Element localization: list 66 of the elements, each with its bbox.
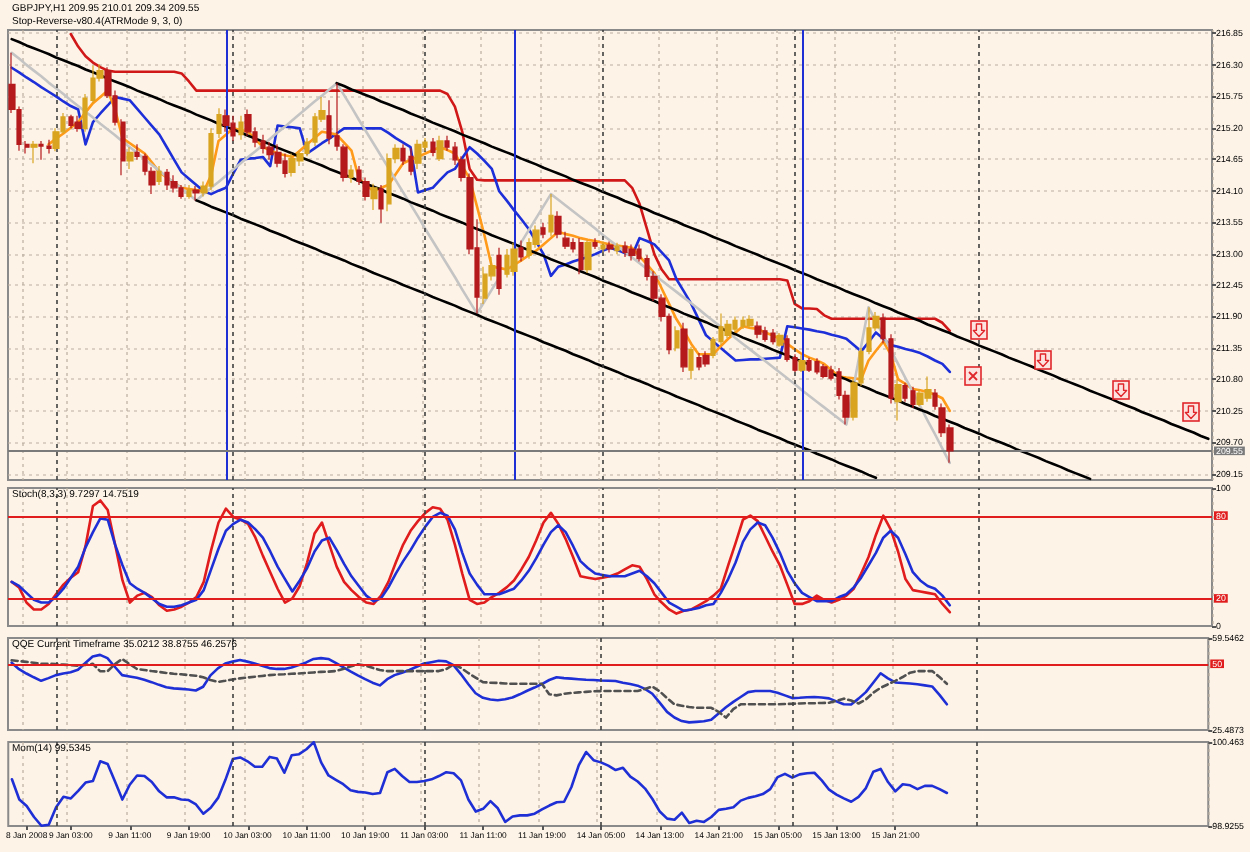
candlestick [414, 139, 422, 170]
candlestick [820, 363, 828, 379]
candlestick [260, 134, 266, 155]
candlestick [156, 165, 162, 186]
candlestick [68, 114, 74, 129]
candlestick [628, 243, 636, 262]
line-series [335, 81, 1210, 441]
candlestick [266, 141, 274, 161]
candlestick [894, 378, 902, 422]
candlestick [754, 321, 762, 339]
candlestick [348, 164, 354, 184]
candlestick [126, 146, 134, 170]
candlestick [740, 315, 746, 330]
candlestick [614, 242, 620, 255]
candlestick [378, 184, 384, 224]
line-series [10, 740, 949, 828]
candlestick [510, 242, 518, 277]
candlestick [282, 152, 288, 179]
candlestick [746, 314, 754, 329]
line-series [195, 199, 878, 480]
candlestick [732, 315, 738, 333]
candlestick [170, 174, 178, 193]
candlestick [606, 240, 614, 254]
line-series [47, 89, 952, 413]
candlestick [924, 375, 932, 403]
candlestick [548, 193, 554, 238]
candlestick [238, 115, 244, 141]
candlestick [910, 386, 916, 409]
candlestick [902, 382, 908, 403]
candlestick [776, 332, 784, 348]
candlestick [584, 239, 592, 274]
candlestick [674, 325, 680, 352]
candlestick [46, 139, 52, 155]
candlestick [288, 152, 296, 177]
candlestick [688, 346, 694, 380]
candlestick [600, 240, 606, 254]
candlestick [386, 152, 392, 212]
candlestick [164, 168, 170, 191]
candlestick [578, 237, 584, 275]
candlestick [702, 350, 710, 368]
candlestick [408, 147, 414, 176]
candlestick [30, 140, 38, 164]
candlestick [680, 322, 688, 373]
candlestick [762, 326, 768, 343]
line-series [69, 32, 952, 333]
candlestick [430, 137, 436, 157]
candlestick [770, 328, 776, 346]
candlestick [74, 115, 82, 133]
candlestick [38, 140, 44, 161]
candlestick [592, 237, 598, 250]
candlestick [504, 248, 510, 279]
candlestick [436, 135, 444, 162]
candlestick [540, 222, 546, 239]
candlestick [222, 108, 230, 133]
candlestick [186, 184, 192, 200]
candlestick [518, 239, 524, 263]
candlestick [798, 354, 806, 373]
candlestick [724, 319, 732, 339]
candlestick [622, 240, 628, 258]
candlestick [370, 183, 378, 211]
candlestick [696, 352, 702, 371]
candlestick [230, 115, 236, 142]
candlestick [496, 247, 502, 296]
candlestick [192, 185, 200, 201]
candlestick [806, 357, 812, 373]
candlestick [814, 357, 820, 375]
